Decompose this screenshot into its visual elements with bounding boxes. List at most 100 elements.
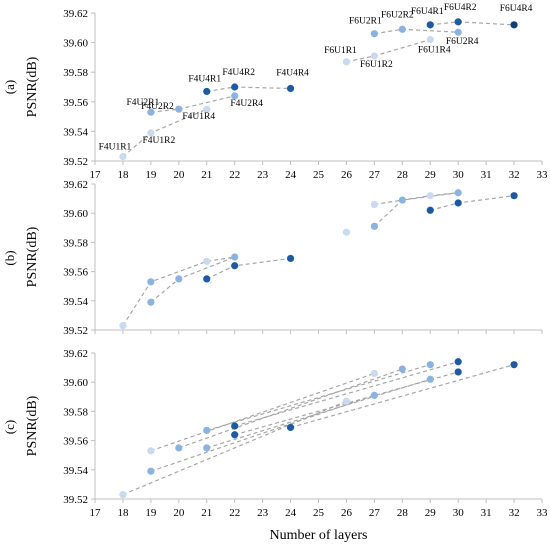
y-tick-label: 39.62: [63, 179, 88, 191]
data-point: [510, 21, 518, 29]
point-label: F6U4R4: [500, 4, 533, 14]
x-tick-label: 21: [201, 507, 212, 519]
x-tick-label: 33: [537, 507, 549, 519]
x-tick-label: 23: [257, 507, 269, 519]
data-point: [231, 253, 239, 261]
point-label: F4U1R2: [143, 136, 176, 146]
series-line: [430, 195, 515, 211]
point-label: F4U4R1: [188, 74, 221, 84]
data-point: [231, 83, 239, 91]
series-line: [234, 361, 459, 427]
data-point: [203, 105, 211, 113]
data-point: [286, 423, 295, 432]
data-point: [370, 200, 378, 209]
chart-panel-2: 39.52 39.54 39.56 39.58 39.60 39.62 17 18 19 20 21…: [2, 348, 548, 519]
data-point: [342, 397, 351, 405]
data-point: [398, 365, 406, 373]
x-tick-label: 29: [425, 169, 437, 181]
series-line: [206, 364, 431, 431]
x-tick-label: 25: [313, 169, 325, 181]
data-point: [454, 18, 462, 26]
data-point: [426, 361, 434, 369]
series-line: [206, 257, 291, 280]
x-tick-label: 26: [341, 507, 353, 519]
data-point: [398, 196, 406, 204]
data-point: [119, 152, 127, 161]
x-tick-label: 31: [481, 507, 492, 519]
y-tick-label: 39.56: [63, 267, 88, 279]
series-line: [373, 192, 459, 227]
x-tick-label: 23: [257, 169, 269, 181]
x-axis-label: Number of layers: [270, 528, 368, 543]
x-tick-label: 26: [341, 169, 353, 181]
point-label: F6U4R1: [411, 7, 444, 17]
x-tick-label: 24: [285, 169, 297, 181]
data-point: [426, 192, 434, 200]
y-tick-label: 39.52: [63, 156, 88, 168]
panel-label: (c): [2, 420, 17, 434]
point-label: F6U1R1: [324, 46, 357, 56]
point-label: F6U4R2: [444, 3, 477, 13]
x-tick-label: 28: [397, 169, 409, 181]
series-line: [178, 368, 403, 449]
y-tick-label: 39.56: [63, 436, 88, 448]
y-tick-label: 39.54: [63, 296, 88, 308]
data-point: [286, 254, 295, 263]
y-axis-label: PSNR(dB): [25, 226, 40, 287]
x-tick-label: 19: [145, 169, 157, 181]
point-label: F4U2R4: [230, 99, 263, 109]
data-point: [370, 30, 378, 38]
data-point: [426, 21, 434, 29]
x-tick-label: 17: [90, 169, 102, 181]
series-line: [430, 21, 515, 26]
point-label: F6U2R2: [381, 10, 414, 20]
data-point: [370, 222, 378, 230]
data-point: [147, 298, 155, 306]
x-tick-label: 24: [285, 507, 297, 519]
x-tick-label: 22: [229, 169, 240, 181]
data-point: [119, 322, 127, 330]
data-point: [175, 275, 183, 283]
chart-panel-1: 39.52 39.54 39.56 39.58 39.60 39.62 PSNR(dB) (b…: [2, 179, 543, 337]
data-point: [370, 52, 378, 60]
data-point: [203, 87, 211, 96]
x-tick-label: 27: [369, 169, 381, 181]
data-point: [231, 431, 239, 439]
y-tick-label: 39.56: [63, 97, 88, 109]
data-point: [175, 105, 183, 113]
y-tick-label: 39.62: [63, 348, 88, 360]
data-point: [370, 369, 378, 378]
data-point: [426, 375, 434, 383]
point-label: F4U1R1: [99, 143, 132, 153]
data-point: [147, 447, 155, 455]
data-point: [426, 36, 434, 44]
data-point: [454, 368, 462, 376]
data-point: [454, 199, 462, 207]
chart-panel-0: 39.52 39.54 39.56 39.58 39.60 39.62 17 18 19 20 21…: [2, 3, 548, 181]
series-line: [290, 364, 515, 429]
y-tick-label: 39.60: [63, 208, 88, 220]
series-line: [122, 256, 235, 326]
x-tick-label: 32: [509, 507, 520, 519]
point-label: F4U4R4: [276, 68, 309, 78]
data-point: [203, 426, 211, 434]
series-line: [122, 400, 347, 496]
series-line: [150, 372, 375, 452]
x-tick-label: 20: [173, 169, 185, 181]
data-point: [147, 129, 155, 137]
x-tick-label: 18: [117, 169, 129, 181]
series-line: [206, 378, 431, 449]
panel-label: (b): [2, 250, 17, 265]
x-tick-label: 19: [145, 507, 157, 519]
y-axis-label: PSNR(dB): [25, 395, 40, 456]
x-tick-label: 29: [425, 507, 437, 519]
data-point: [510, 361, 518, 369]
series-line: [374, 28, 459, 35]
data-point: [175, 444, 183, 452]
y-tick-label: 39.58: [63, 237, 88, 249]
x-tick-label: 32: [509, 169, 520, 181]
y-tick-label: 39.54: [63, 465, 88, 477]
data-point: [147, 108, 155, 116]
x-tick-label: 33: [537, 169, 549, 181]
data-point: [454, 358, 462, 366]
